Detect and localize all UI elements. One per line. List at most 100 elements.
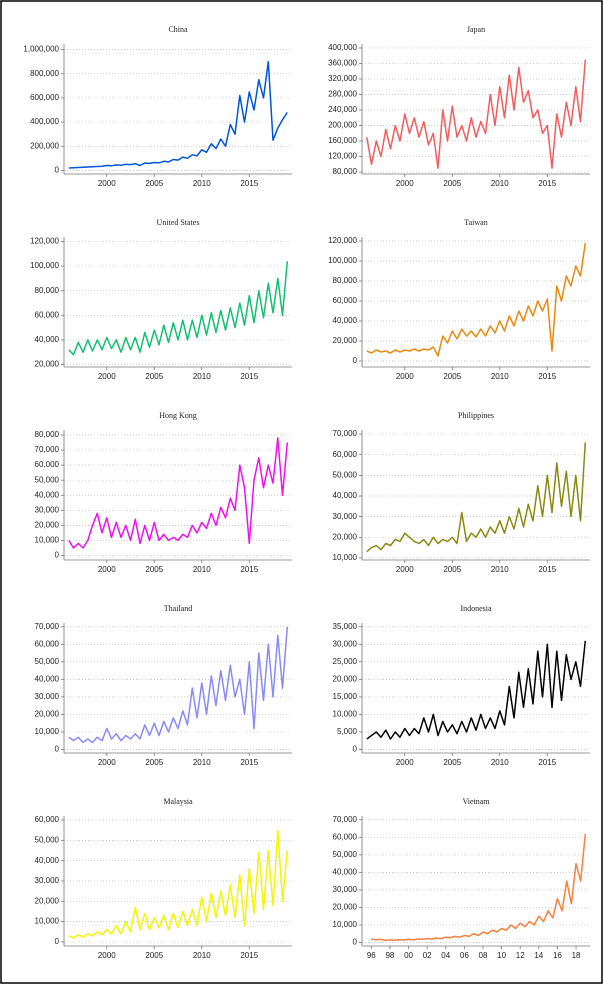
x-tick-label: 2005: [145, 372, 163, 381]
y-tick-label: 80,000: [333, 276, 358, 285]
x-tick-label: 2015: [240, 372, 258, 381]
y-tick-label: 10,000: [35, 536, 60, 545]
y-tick-label: 50,000: [333, 470, 358, 479]
y-tick-label: 160,000: [328, 136, 357, 145]
x-tick-label: 08: [479, 951, 488, 960]
x-tick-label: 2000: [98, 951, 116, 960]
data-line: [68, 626, 289, 744]
y-tick-label: 120,000: [328, 152, 357, 161]
data-line: [68, 60, 288, 169]
x-tick-label: 00: [404, 951, 413, 960]
x-tick-label: 2000: [98, 565, 116, 574]
y-tick-label: 200,000: [30, 141, 59, 150]
y-tick-label: 10,000: [333, 553, 358, 562]
y-tick-label: 20,000: [333, 532, 358, 541]
y-tick-label: 120,000: [328, 236, 357, 245]
y-tick-label: 10,000: [333, 710, 358, 719]
y-tick-label: 400,000: [30, 117, 59, 126]
y-tick-label: 25,000: [333, 657, 358, 666]
y-tick-label: 60,000: [35, 310, 60, 319]
y-tick-label: 0: [353, 356, 358, 365]
data-line: [366, 59, 587, 169]
y-tick-label: 0: [55, 551, 60, 560]
x-tick-label: 16: [553, 951, 562, 960]
x-tick-label: 2000: [396, 565, 414, 574]
y-tick-label: 20,000: [35, 520, 60, 529]
data-line: [68, 261, 289, 356]
y-tick-label: 0: [353, 938, 358, 947]
x-tick-label: 2005: [443, 758, 461, 767]
x-tick-label: 2010: [193, 758, 211, 767]
data-line: [366, 242, 587, 357]
chart-title: Vietnam: [462, 797, 490, 806]
chart-title: Malaysia: [163, 797, 193, 806]
x-tick-label: 2015: [538, 758, 556, 767]
x-tick-label: 2010: [193, 565, 211, 574]
y-tick-label: 10,000: [333, 920, 358, 929]
x-tick-label: 98: [385, 951, 394, 960]
y-tick-label: 35,000: [333, 622, 358, 631]
y-tick-label: 60,000: [35, 639, 60, 648]
y-tick-label: 40,000: [35, 335, 60, 344]
y-tick-label: 1,000,000: [23, 45, 59, 54]
x-tick-label: 04: [441, 951, 450, 960]
y-tick-label: 50,000: [35, 657, 60, 666]
y-tick-label: 100,000: [30, 261, 59, 270]
y-tick-label: 40,000: [35, 674, 60, 683]
y-tick-label: 30,000: [333, 512, 358, 521]
y-tick-label: 40,000: [333, 491, 358, 500]
x-tick-label: 2010: [193, 951, 211, 960]
x-tick-label: 2005: [443, 179, 461, 188]
x-tick-label: 2010: [491, 565, 509, 574]
y-tick-label: 800,000: [30, 69, 59, 78]
x-tick-label: 2010: [193, 179, 211, 188]
chart-title: Hong Kong: [159, 411, 197, 420]
y-tick-label: 60,000: [35, 815, 60, 824]
x-tick-label: 2015: [240, 951, 258, 960]
y-tick-label: 50,000: [333, 850, 358, 859]
x-tick-label: 06: [460, 951, 469, 960]
chart-title: Taiwan: [464, 218, 487, 227]
y-tick-label: 400,000: [328, 43, 357, 52]
x-tick-label: 2015: [240, 565, 258, 574]
x-tick-label: 2000: [396, 179, 414, 188]
x-tick-label: 2005: [145, 758, 163, 767]
y-tick-label: 20,000: [35, 360, 60, 369]
y-tick-label: 40,000: [35, 490, 60, 499]
data-line: [366, 442, 587, 553]
y-tick-label: 10,000: [35, 727, 60, 736]
y-tick-label: 10,000: [35, 917, 60, 926]
x-tick-label: 2015: [240, 758, 258, 767]
y-tick-label: 200,000: [328, 121, 357, 130]
y-tick-label: 60,000: [333, 832, 358, 841]
chart-title: Indonesia: [460, 604, 492, 613]
x-tick-label: 12: [516, 951, 525, 960]
x-tick-label: 02: [423, 951, 432, 960]
y-tick-label: 360,000: [328, 59, 357, 68]
x-tick-label: 2005: [443, 372, 461, 381]
y-tick-label: 80,000: [35, 430, 60, 439]
y-tick-label: 80,000: [333, 167, 358, 176]
y-tick-label: 240,000: [328, 105, 357, 114]
y-tick-label: 30,000: [35, 692, 60, 701]
x-tick-label: 2005: [443, 565, 461, 574]
chart-title: Thailand: [164, 604, 192, 613]
x-tick-label: 2000: [98, 179, 116, 188]
y-tick-label: 50,000: [35, 835, 60, 844]
y-tick-label: 30,000: [333, 639, 358, 648]
chart-title: United States: [157, 218, 200, 227]
x-tick-label: 14: [534, 951, 543, 960]
data-line: [371, 833, 587, 942]
y-tick-label: 80,000: [35, 286, 60, 295]
x-tick-label: 2015: [240, 179, 258, 188]
y-tick-label: 30,000: [35, 505, 60, 514]
y-tick-label: 70,000: [333, 815, 358, 824]
y-tick-label: 0: [55, 937, 60, 946]
y-tick-label: 0: [55, 745, 60, 754]
x-tick-label: 10: [497, 951, 506, 960]
x-tick-label: 2000: [396, 758, 414, 767]
chart-title: Japan: [467, 25, 485, 34]
y-tick-label: 30,000: [35, 876, 60, 885]
y-tick-label: 20,000: [333, 336, 358, 345]
